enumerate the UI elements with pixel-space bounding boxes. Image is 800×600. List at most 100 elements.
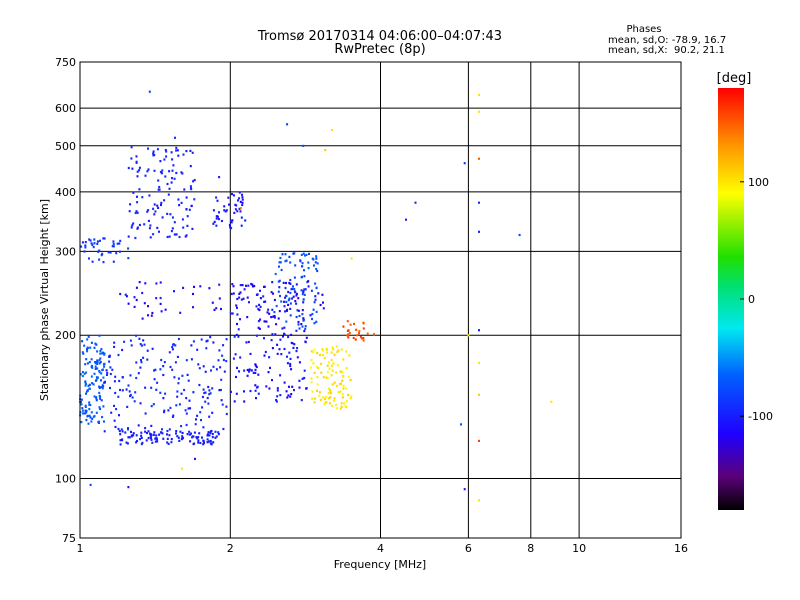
data-point [162,397,165,400]
data-point [100,254,103,257]
data-point [172,164,175,167]
data-point [99,357,102,360]
data-point [88,408,91,411]
data-point [297,297,300,300]
data-point [155,437,158,440]
data-point [98,371,101,374]
data-point [121,348,124,352]
data-point [239,291,242,294]
data-point [290,333,293,336]
data-point [227,196,230,199]
data-point [146,170,149,173]
data-point [289,278,292,282]
data-point [108,354,111,357]
data-point [220,399,223,402]
data-point [167,442,170,445]
data-point [338,383,341,386]
data-point [293,343,296,346]
data-point [284,260,287,263]
data-point [103,430,106,433]
data-point [100,386,103,389]
data-point [292,346,295,349]
data-point [125,441,128,444]
data-point [304,340,307,343]
data-point [296,356,299,359]
data-point [141,441,144,444]
data-point [84,244,87,247]
data-point [313,401,316,404]
data-point [109,251,112,254]
data-point [84,412,86,415]
data-point [84,380,87,383]
data-point [192,306,194,309]
data-point [155,434,158,437]
data-point [113,380,116,383]
data-point [303,275,306,278]
data-point [84,384,87,387]
data-point [153,369,156,372]
data-point [310,381,313,384]
data-point [178,204,181,207]
data-point [146,210,149,213]
data-point [263,285,265,288]
data-point [414,201,417,204]
data-point [230,227,233,230]
data-point [289,395,292,398]
data-point [328,387,330,390]
data-point [156,204,159,207]
data-point [128,436,131,439]
data-point [206,433,209,436]
data-point [302,317,305,320]
data-point [340,405,343,408]
data-point [235,392,238,395]
data-point [301,275,303,278]
data-point [219,388,222,392]
data-point [147,430,150,433]
data-point [160,310,163,313]
data-point [85,409,88,412]
data-point [130,344,133,347]
data-point [96,360,99,363]
data-point [331,383,334,386]
data-point [359,335,362,338]
data-point [328,391,331,394]
data-point [289,291,292,295]
data-point [236,313,239,316]
data-point [298,379,301,382]
data-point [237,335,240,338]
data-point [291,342,294,345]
data-point [98,394,101,397]
data-point [478,361,480,364]
data-point [173,177,176,180]
data-point [153,203,156,206]
data-point [149,224,152,227]
data-point [93,372,96,375]
data-point [171,227,174,230]
data-point [277,317,280,320]
data-point [147,147,149,150]
data-point [96,367,99,370]
data-point [279,261,282,264]
data-point [285,320,288,323]
data-point [286,123,289,126]
data-point [278,261,281,264]
data-point [97,250,100,253]
data-point [202,388,205,391]
data-point [102,363,105,366]
data-point [237,199,239,202]
data-point [101,368,104,371]
data-point [82,412,84,415]
data-point [251,285,254,288]
data-point [346,320,349,323]
data-point [232,357,235,360]
data-point [114,391,117,395]
data-point [295,294,298,297]
data-point [85,358,88,361]
data-point [206,396,209,400]
data-point [215,196,218,199]
data-point [358,330,361,333]
data-point [268,356,271,359]
data-point [241,203,244,207]
data-point [126,405,129,408]
data-point [343,402,346,405]
